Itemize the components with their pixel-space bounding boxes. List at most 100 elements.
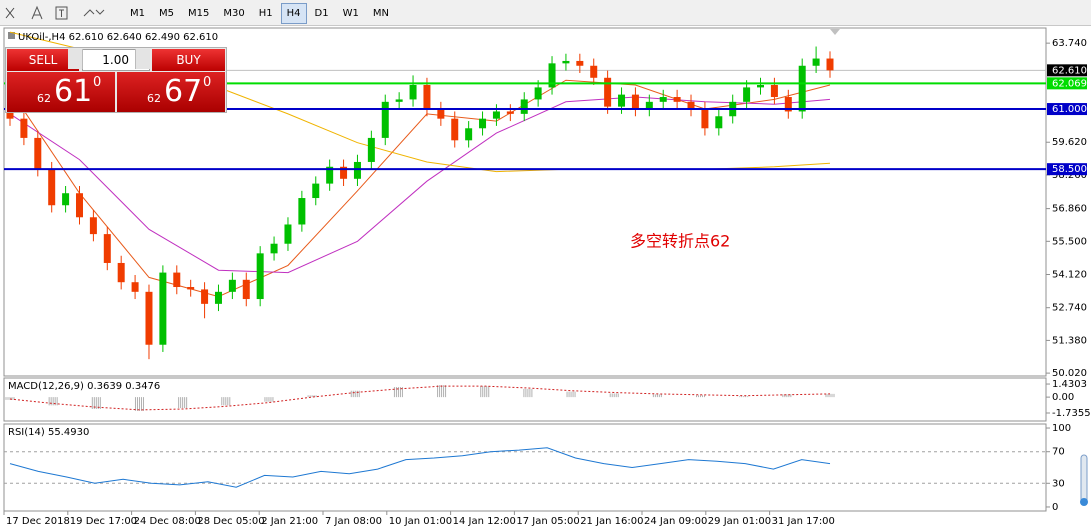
- y-tick-label: 0: [1052, 502, 1058, 513]
- candle-body: [520, 99, 528, 114]
- candle-body: [687, 101, 695, 110]
- x-tick-label: 29 Jan 01:00: [708, 516, 771, 527]
- candle-body: [618, 94, 626, 107]
- price-big: 61: [54, 74, 93, 109]
- candle-body: [48, 169, 56, 206]
- text-tool[interactable]: [31, 5, 43, 20]
- candle-body: [228, 279, 236, 292]
- label-tool-glyph: [59, 9, 64, 17]
- lot-down[interactable]: [68, 49, 83, 69]
- buy-button[interactable]: BUY: [152, 49, 225, 71]
- candle-body: [673, 97, 681, 102]
- candle-body: [631, 94, 639, 110]
- timeframe-button[interactable]: M5: [159, 8, 174, 19]
- candle-body: [187, 287, 195, 290]
- timeframe-button[interactable]: M1: [130, 8, 145, 19]
- y-tick-label: 56.860: [1052, 204, 1087, 215]
- level-label: 62.069: [1052, 78, 1087, 89]
- timeframe-button[interactable]: MN: [372, 8, 389, 19]
- macd-title: MACD(12,26,9) 0.3639 0.3476: [8, 381, 160, 392]
- timeframes: M1 M5 M15 M30 H1 H4 D1 W1 MN: [124, 3, 397, 24]
- y-tick-label: 51.380: [1052, 335, 1087, 346]
- rsi-panel: [3, 423, 1047, 512]
- label-tool[interactable]: [55, 6, 68, 20]
- level-label: 61.000: [1052, 104, 1087, 115]
- candle-body: [826, 58, 834, 71]
- crosshair-tool[interactable]: [5, 7, 15, 19]
- sell-button[interactable]: SELL: [7, 49, 79, 71]
- annotation: 多空转折点62: [630, 232, 730, 251]
- x-tick-label: 24 Jan 09:00: [644, 516, 707, 527]
- y-tick-label: 63.740: [1052, 38, 1087, 49]
- macd-panel: [3, 377, 1047, 422]
- level-label-box: [1047, 163, 1087, 176]
- candle-body: [423, 84, 431, 110]
- y-tick-label: 55.500: [1052, 236, 1087, 247]
- candle-body: [604, 77, 612, 107]
- toolbar: M1 M5 M15 M30 H1 H4 D1 W1 MN: [0, 0, 1091, 26]
- candle-body: [34, 137, 42, 170]
- price-sup: 0: [93, 75, 102, 90]
- y-tick-label: -1.7355: [1052, 408, 1091, 419]
- candle-body: [479, 118, 487, 129]
- x-tick-label: 24 Dec 08:00: [134, 516, 201, 527]
- x-tick-label: 2 Jan 21:00: [261, 516, 318, 527]
- timeframe-button[interactable]: H1: [258, 8, 273, 19]
- x-tick-label: 17 Jan 05:00: [516, 516, 579, 527]
- candle-body: [798, 65, 806, 112]
- candle-body: [89, 217, 97, 235]
- slider[interactable]: [1080, 454, 1088, 506]
- sell-price[interactable]: 62 61 0: [7, 72, 115, 112]
- candle-body: [270, 243, 278, 254]
- timeframe-button[interactable]: M30: [223, 8, 245, 19]
- candle-body: [576, 60, 584, 66]
- x-tick-label: 10 Jan 01:00: [389, 516, 452, 527]
- slider-knob[interactable]: [1080, 498, 1088, 506]
- candle-body: [812, 58, 820, 66]
- price-prefix: 62: [147, 92, 161, 105]
- candle-body: [326, 166, 334, 184]
- y-tick-label: 52.740: [1052, 303, 1087, 314]
- timeframe-button[interactable]: H4: [280, 3, 307, 24]
- y-tick-label: 58.260: [1052, 170, 1087, 181]
- candle-body: [534, 87, 542, 100]
- timeframe-button[interactable]: W1: [342, 8, 359, 19]
- candle-body: [6, 109, 14, 119]
- y-tick-label: 30: [1052, 478, 1065, 489]
- candle-body: [312, 183, 320, 199]
- shapes-tool[interactable]: [83, 9, 105, 17]
- trade-panel: SELL 1.00 BUY 62 61 0 62 67 0: [5, 47, 227, 113]
- candle-body: [465, 128, 473, 141]
- candle-body: [75, 193, 83, 218]
- price-big: 67: [164, 74, 203, 109]
- y-tick-label: 1.4303: [1052, 379, 1087, 390]
- candle-body: [395, 99, 403, 102]
- candle-body: [548, 63, 556, 88]
- candle-body: [590, 65, 598, 78]
- candle-body: [214, 291, 222, 304]
- candle-body: [757, 84, 765, 88]
- last-price-label: 62.610: [1052, 65, 1087, 76]
- lot-up[interactable]: [135, 49, 150, 69]
- y-tick-label: 70: [1052, 447, 1065, 458]
- candle-body: [451, 118, 459, 141]
- candle-body: [256, 253, 264, 300]
- level-label-box: [1047, 103, 1087, 116]
- price-sup: 0: [203, 75, 212, 90]
- symbol-icon: [8, 32, 15, 39]
- tool-icons: [5, 5, 105, 20]
- buy-price[interactable]: 62 67 0: [117, 72, 225, 112]
- candle-body: [353, 161, 361, 179]
- timeframe-button[interactable]: M15: [188, 8, 210, 19]
- candle-body: [659, 97, 667, 102]
- y-tick-label: 0.00: [1052, 392, 1074, 403]
- candle-body: [242, 279, 250, 300]
- timeframe-button[interactable]: D1: [314, 8, 329, 19]
- candle-body: [103, 234, 111, 263]
- candle-body: [298, 198, 306, 225]
- x-tick-label: 14 Jan 12:00: [453, 516, 516, 527]
- x-tick-label: 21 Jan 16:00: [580, 516, 643, 527]
- candle-body: [201, 289, 209, 304]
